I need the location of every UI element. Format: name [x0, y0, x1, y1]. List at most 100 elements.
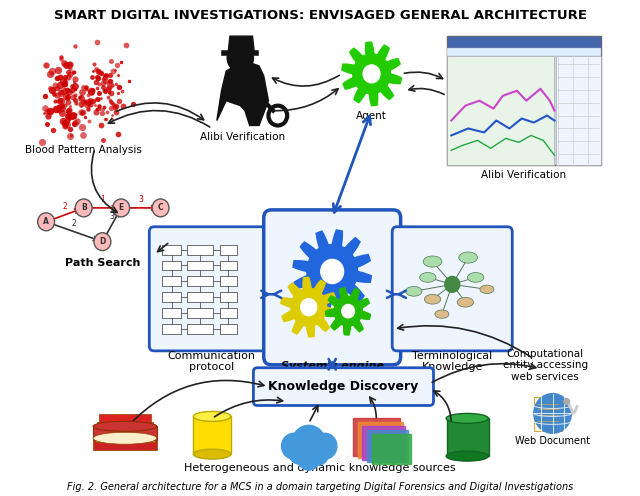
Circle shape [308, 443, 328, 465]
Circle shape [298, 446, 320, 470]
Point [63, 113, 73, 121]
Point [107, 115, 117, 123]
Ellipse shape [459, 252, 477, 263]
Point [104, 88, 115, 96]
Point [55, 81, 65, 89]
Point [66, 113, 76, 121]
Point [61, 92, 72, 100]
Point [68, 68, 79, 76]
Point [65, 64, 76, 72]
Point [63, 112, 73, 120]
Point [113, 89, 123, 97]
Point [61, 81, 71, 89]
Circle shape [289, 442, 310, 464]
Text: D: D [99, 237, 106, 246]
Point [86, 73, 97, 81]
Ellipse shape [193, 449, 231, 459]
Point [62, 86, 72, 94]
Point [90, 60, 100, 68]
Polygon shape [293, 230, 371, 313]
Bar [93, 438, 157, 450]
Point [70, 96, 80, 104]
Text: Alibi Verification: Alibi Verification [200, 132, 285, 142]
Point [58, 80, 68, 88]
Point [111, 108, 122, 116]
Circle shape [312, 434, 337, 459]
Point [100, 87, 111, 95]
Text: C: C [157, 203, 163, 212]
Point [70, 42, 80, 50]
Point [77, 123, 87, 131]
Circle shape [76, 199, 92, 217]
Point [77, 108, 88, 116]
Point [96, 69, 106, 77]
Polygon shape [372, 434, 411, 464]
Point [61, 62, 71, 69]
Bar [447, 56, 554, 165]
Point [106, 98, 116, 106]
Ellipse shape [435, 310, 449, 318]
Point [106, 104, 116, 112]
Point [108, 111, 118, 119]
Point [93, 95, 103, 103]
Point [54, 103, 64, 111]
Point [92, 95, 102, 103]
Point [111, 80, 122, 88]
Point [91, 78, 101, 86]
Point [71, 99, 81, 107]
Point [112, 62, 122, 69]
Polygon shape [217, 61, 268, 125]
Point [86, 88, 97, 96]
Point [63, 111, 73, 119]
Point [87, 86, 97, 94]
Point [51, 105, 61, 113]
Point [56, 55, 66, 62]
Point [58, 79, 68, 87]
Circle shape [342, 305, 355, 318]
Point [65, 116, 75, 124]
Point [86, 87, 96, 95]
Point [70, 82, 81, 90]
Point [84, 118, 95, 125]
Point [72, 117, 82, 124]
Point [59, 59, 69, 67]
Point [102, 108, 112, 116]
Point [98, 136, 108, 144]
Point [68, 111, 78, 119]
Point [94, 80, 104, 88]
Bar [187, 292, 213, 302]
Point [78, 83, 88, 91]
Point [94, 102, 104, 110]
Text: Terminological
Knowledge: Terminological Knowledge [412, 351, 492, 372]
Point [120, 41, 131, 49]
Point [75, 93, 85, 101]
Point [61, 92, 71, 100]
Bar [163, 245, 181, 254]
Point [60, 101, 70, 109]
Point [56, 89, 66, 97]
Point [47, 67, 58, 75]
Text: B: B [81, 203, 86, 212]
Point [70, 85, 80, 93]
Point [59, 84, 69, 92]
Point [62, 121, 72, 128]
Point [92, 106, 102, 114]
Point [47, 86, 58, 94]
Text: 1: 1 [100, 195, 105, 204]
Point [93, 67, 103, 75]
Circle shape [292, 426, 326, 461]
Point [48, 126, 58, 134]
Bar [193, 417, 231, 454]
Text: Heterogeneous and dynamic knowledge sources: Heterogeneous and dynamic knowledge sour… [184, 463, 456, 473]
Point [60, 120, 70, 127]
Text: Fig. 2. General architecture for a MCS in a domain targeting Digital Forensics a: Fig. 2. General architecture for a MCS i… [67, 482, 573, 492]
Point [52, 74, 62, 82]
Point [106, 89, 116, 97]
Point [57, 110, 67, 118]
Circle shape [534, 393, 572, 434]
Bar [163, 292, 181, 302]
Point [98, 79, 108, 87]
Point [105, 96, 115, 104]
Point [45, 70, 55, 78]
Point [69, 78, 79, 86]
